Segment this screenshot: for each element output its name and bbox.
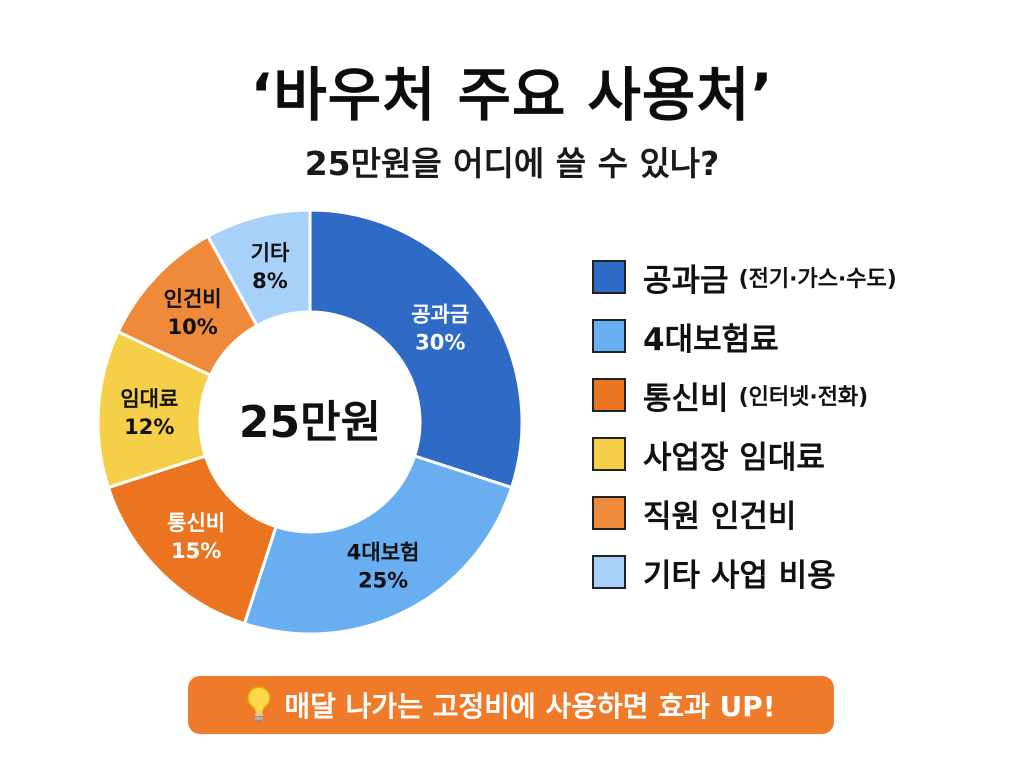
chart-title: ‘바우처 주요 사용처’ [250, 61, 774, 129]
slice-label-3: 임대료 [120, 387, 178, 411]
tip-banner: 매달 나가는 고정비에 사용하면 효과 UP! [188, 676, 834, 734]
slice-label-0: 공과금 [411, 302, 469, 326]
legend-label: 직원 인건비 [643, 498, 797, 535]
legend-item-utilities: 공과금 (전기·가스·수도) [592, 254, 897, 300]
legend-note: (인터넷·전화) [738, 385, 869, 410]
slice-value-5: 8% [252, 269, 288, 293]
donut-slice-0 [308, 208, 524, 490]
slice-label-5: 기타 [251, 241, 290, 265]
donut-slice-5 [205, 208, 312, 328]
legend-swatch [592, 319, 626, 353]
legend-swatch [592, 496, 626, 530]
banner-text: 매달 나가는 고정비에 사용하면 효과 UP! [284, 690, 776, 723]
slice-label-1: 4대보험 [347, 540, 420, 564]
legend-item-telecom: 통신비 (인터넷·전화) [592, 372, 897, 418]
legend-swatch [592, 555, 626, 589]
donut-slice-1 [242, 454, 514, 636]
legend-item-insurance: 4대보험료 [592, 313, 897, 359]
legend: 공과금 (전기·가스·수도) 4대보험료 통신비 (인터넷·전화) 사업장 임대… [592, 254, 897, 608]
chart-subtitle: 25만원을 어디에 쓸 수 있나? [304, 144, 720, 183]
donut-slice-2 [106, 454, 278, 626]
legend-item-other: 기타 사업 비용 [592, 549, 897, 595]
center-label: 25만원 [239, 397, 381, 448]
slice-label-2: 통신비 [167, 511, 225, 535]
legend-item-labor: 직원 인건비 [592, 490, 897, 536]
legend-label: 4대보험료 [643, 321, 779, 358]
slice-value-2: 15% [171, 539, 221, 563]
legend-swatch [592, 378, 626, 412]
legend-swatch [592, 437, 626, 471]
legend-label: 공과금 [643, 262, 729, 299]
lightbulb-icon [247, 686, 272, 723]
legend-swatch [592, 260, 626, 294]
slice-label-4: 인건비 [164, 287, 222, 311]
legend-item-rent: 사업장 임대료 [592, 431, 897, 477]
slice-value-4: 10% [168, 315, 218, 339]
slice-value-0: 30% [415, 330, 465, 354]
donut-chart: 공과금 30% 4대보험 25% 통신비 15% 임대료 12% 인건비 10% 기타 8% 25만원 [96, 208, 524, 636]
legend-label: 통신비 [643, 380, 729, 417]
legend-label: 기타 사업 비용 [643, 557, 836, 594]
slice-value-1: 25% [358, 568, 408, 592]
slice-value-3: 12% [124, 415, 174, 439]
legend-label: 사업장 임대료 [643, 439, 825, 476]
legend-note: (전기·가스·수도) [738, 267, 897, 292]
